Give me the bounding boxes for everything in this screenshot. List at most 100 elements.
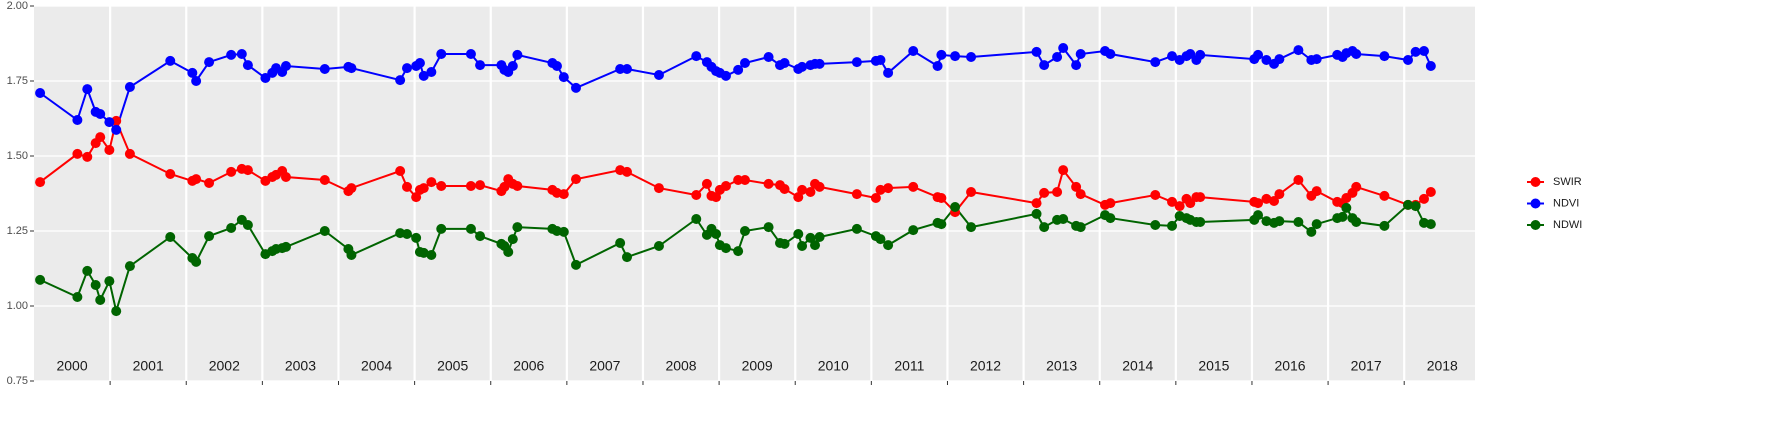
data-point <box>436 49 447 59</box>
data-point <box>1031 208 1042 219</box>
data-point <box>1039 222 1050 233</box>
x-tick-label: 2009 <box>742 358 773 374</box>
data-point <box>1195 192 1206 203</box>
data-point <box>851 223 862 234</box>
data-point <box>908 225 919 236</box>
data-point <box>763 52 774 62</box>
data-point <box>1379 51 1390 62</box>
data-point <box>1174 201 1185 212</box>
data-point <box>204 178 215 188</box>
data-point <box>621 252 632 263</box>
data-point <box>475 180 486 191</box>
data-point <box>436 181 447 191</box>
data-point <box>1195 49 1206 60</box>
data-point <box>418 70 429 81</box>
data-point <box>779 238 790 249</box>
data-point <box>418 183 429 194</box>
data-point <box>465 223 476 234</box>
data-point <box>1052 52 1063 62</box>
data-point <box>793 229 804 239</box>
data-point <box>226 166 237 177</box>
data-point <box>1039 187 1050 198</box>
data-point <box>1167 220 1178 231</box>
data-point <box>1058 165 1069 176</box>
data-point <box>1418 46 1429 56</box>
data-point <box>797 184 808 195</box>
x-tick-label: 2018 <box>1427 358 1458 374</box>
legend-marker <box>1530 220 1541 230</box>
x-tick-label: 2005 <box>437 358 468 374</box>
data-point <box>739 226 750 236</box>
legend-marker <box>1530 177 1541 187</box>
data-point <box>814 232 825 242</box>
data-point <box>1410 201 1421 212</box>
x-tick-label: 2016 <box>1274 358 1305 374</box>
data-point <box>733 175 744 185</box>
data-point <box>226 49 237 60</box>
data-point <box>570 259 581 270</box>
data-point <box>35 274 46 285</box>
data-point <box>1425 219 1436 230</box>
data-point <box>763 222 774 233</box>
data-point <box>1269 196 1280 206</box>
data-point <box>1351 217 1362 227</box>
data-point <box>82 265 93 276</box>
data-point <box>1185 49 1196 59</box>
y-tick-label: 1.25 <box>7 225 28 237</box>
data-point <box>1274 54 1285 65</box>
data-point <box>191 256 202 267</box>
data-point <box>1410 46 1421 57</box>
data-point <box>1403 199 1414 210</box>
data-point <box>1274 216 1285 227</box>
legend-label: NDWI <box>1553 219 1582 231</box>
data-point <box>82 84 93 95</box>
data-point <box>1185 198 1196 209</box>
legend-label: SWIR <box>1553 176 1582 188</box>
data-point <box>1031 198 1042 209</box>
data-point <box>1167 196 1178 207</box>
data-point <box>1071 181 1082 192</box>
x-tick-label: 2012 <box>970 358 1001 374</box>
data-point <box>242 220 253 230</box>
data-point <box>1105 213 1116 224</box>
data-point <box>908 46 919 56</box>
data-point <box>90 280 101 290</box>
data-point <box>1418 193 1429 204</box>
data-point <box>187 67 198 78</box>
x-tick-label: 2003 <box>285 358 316 374</box>
data-point <box>1031 46 1042 57</box>
y-tick-label: 0.75 <box>7 375 28 387</box>
data-point <box>966 222 977 233</box>
data-point <box>1075 189 1086 200</box>
data-point <box>95 132 106 143</box>
data-point <box>1253 210 1264 221</box>
data-point <box>1293 175 1304 185</box>
data-point <box>1253 49 1264 60</box>
data-point <box>236 49 247 59</box>
data-point <box>1150 57 1161 68</box>
data-point <box>346 183 357 194</box>
data-point <box>512 181 523 191</box>
data-point <box>558 226 569 237</box>
y-tick-label: 1.50 <box>7 150 28 162</box>
data-point <box>72 148 83 159</box>
data-point <box>653 183 664 194</box>
data-point <box>851 189 862 200</box>
data-point <box>436 223 447 234</box>
data-point <box>779 184 790 194</box>
data-point <box>653 70 664 80</box>
data-point <box>475 231 486 242</box>
data-point <box>1261 55 1272 65</box>
x-tick-label: 2007 <box>589 358 620 374</box>
data-point <box>280 241 291 252</box>
data-point <box>621 166 632 177</box>
data-point <box>111 124 122 135</box>
data-point <box>936 49 947 60</box>
data-point <box>720 181 731 191</box>
data-point <box>814 181 825 192</box>
data-point <box>875 234 886 245</box>
data-point <box>1105 49 1116 59</box>
data-point <box>512 49 523 60</box>
data-point <box>124 261 135 272</box>
